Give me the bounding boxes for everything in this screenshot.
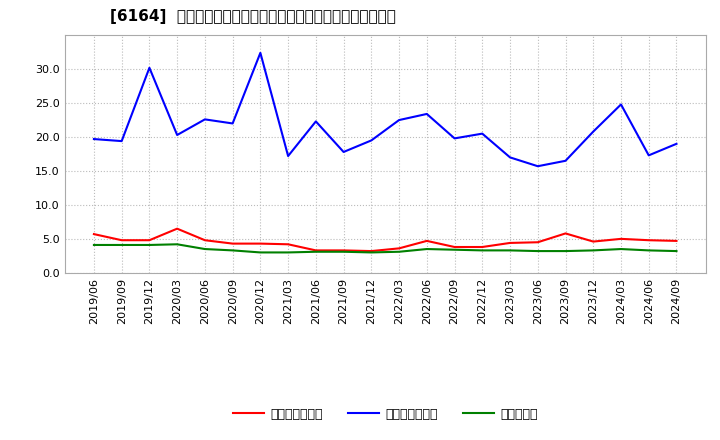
在庫回転率 bbox=[201, 246, 210, 252]
売上債権回転率 bbox=[672, 238, 681, 243]
買入債務回転率 bbox=[367, 138, 376, 143]
買入債務回転率 bbox=[312, 119, 320, 124]
買入債務回転率 bbox=[534, 164, 542, 169]
在庫回転率 bbox=[89, 242, 98, 248]
買入債務回転率 bbox=[256, 50, 265, 55]
売上債権回転率 bbox=[228, 241, 237, 246]
買入債務回転率 bbox=[201, 117, 210, 122]
在庫回転率 bbox=[534, 249, 542, 254]
在庫回転率 bbox=[395, 249, 403, 254]
売上債権回転率 bbox=[395, 246, 403, 251]
売上債権回転率 bbox=[561, 231, 570, 236]
在庫回転率 bbox=[505, 248, 514, 253]
在庫回転率 bbox=[478, 248, 487, 253]
買入債務回転率 bbox=[339, 149, 348, 154]
売上債権回転率 bbox=[450, 244, 459, 249]
Legend: 売上債権回転率, 買入債務回転率, 在庫回転率: 売上債権回転率, 買入債務回転率, 在庫回転率 bbox=[228, 403, 543, 425]
Line: 買入債務回転率: 買入債務回転率 bbox=[94, 53, 677, 166]
売上債権回転率 bbox=[339, 248, 348, 253]
売上債権回転率 bbox=[117, 238, 126, 243]
売上債権回転率 bbox=[145, 238, 154, 243]
在庫回転率 bbox=[644, 248, 653, 253]
買入債務回転率 bbox=[616, 102, 625, 107]
在庫回転率 bbox=[256, 250, 265, 255]
Text: [6164]  売上債権回転率、買入債務回転率、在庫回転率の推移: [6164] 売上債権回転率、買入債務回転率、在庫回転率の推移 bbox=[109, 9, 395, 24]
売上債権回転率 bbox=[312, 248, 320, 253]
売上債権回転率 bbox=[173, 226, 181, 231]
在庫回転率 bbox=[589, 248, 598, 253]
Line: 売上債権回転率: 売上債権回転率 bbox=[94, 229, 677, 251]
買入債務回転率 bbox=[284, 154, 292, 159]
在庫回転率 bbox=[312, 249, 320, 254]
買入債務回転率 bbox=[561, 158, 570, 163]
売上債権回転率 bbox=[505, 240, 514, 246]
売上債権回転率 bbox=[534, 240, 542, 245]
売上債権回転率 bbox=[284, 242, 292, 247]
買入債務回転率 bbox=[145, 65, 154, 70]
在庫回転率 bbox=[672, 249, 681, 254]
買入債務回転率 bbox=[478, 131, 487, 136]
買入債務回転率 bbox=[505, 155, 514, 160]
売上債権回転率 bbox=[423, 238, 431, 243]
買入債務回転率 bbox=[644, 153, 653, 158]
在庫回転率 bbox=[145, 242, 154, 248]
在庫回転率 bbox=[173, 242, 181, 247]
買入債務回転率 bbox=[423, 111, 431, 117]
在庫回転率 bbox=[616, 246, 625, 252]
買入債務回転率 bbox=[89, 136, 98, 142]
買入債務回転率 bbox=[117, 139, 126, 144]
買入債務回転率 bbox=[672, 141, 681, 147]
売上債権回転率 bbox=[616, 236, 625, 242]
在庫回転率 bbox=[339, 249, 348, 254]
売上債権回転率 bbox=[589, 239, 598, 244]
売上債権回転率 bbox=[256, 241, 265, 246]
在庫回転率 bbox=[561, 249, 570, 254]
売上債権回転率 bbox=[644, 238, 653, 243]
在庫回転率 bbox=[450, 247, 459, 253]
買入債務回転率 bbox=[173, 132, 181, 138]
在庫回転率 bbox=[228, 248, 237, 253]
Line: 在庫回転率: 在庫回転率 bbox=[94, 244, 677, 253]
売上債権回転率 bbox=[367, 249, 376, 254]
在庫回転率 bbox=[423, 246, 431, 252]
在庫回転率 bbox=[284, 250, 292, 255]
買入債務回転率 bbox=[395, 117, 403, 123]
在庫回転率 bbox=[367, 250, 376, 255]
買入債務回転率 bbox=[589, 129, 598, 134]
売上債権回転率 bbox=[478, 244, 487, 249]
売上債権回転率 bbox=[89, 231, 98, 237]
買入債務回転率 bbox=[450, 136, 459, 141]
在庫回転率 bbox=[117, 242, 126, 248]
売上債権回転率 bbox=[201, 238, 210, 243]
買入債務回転率 bbox=[228, 121, 237, 126]
